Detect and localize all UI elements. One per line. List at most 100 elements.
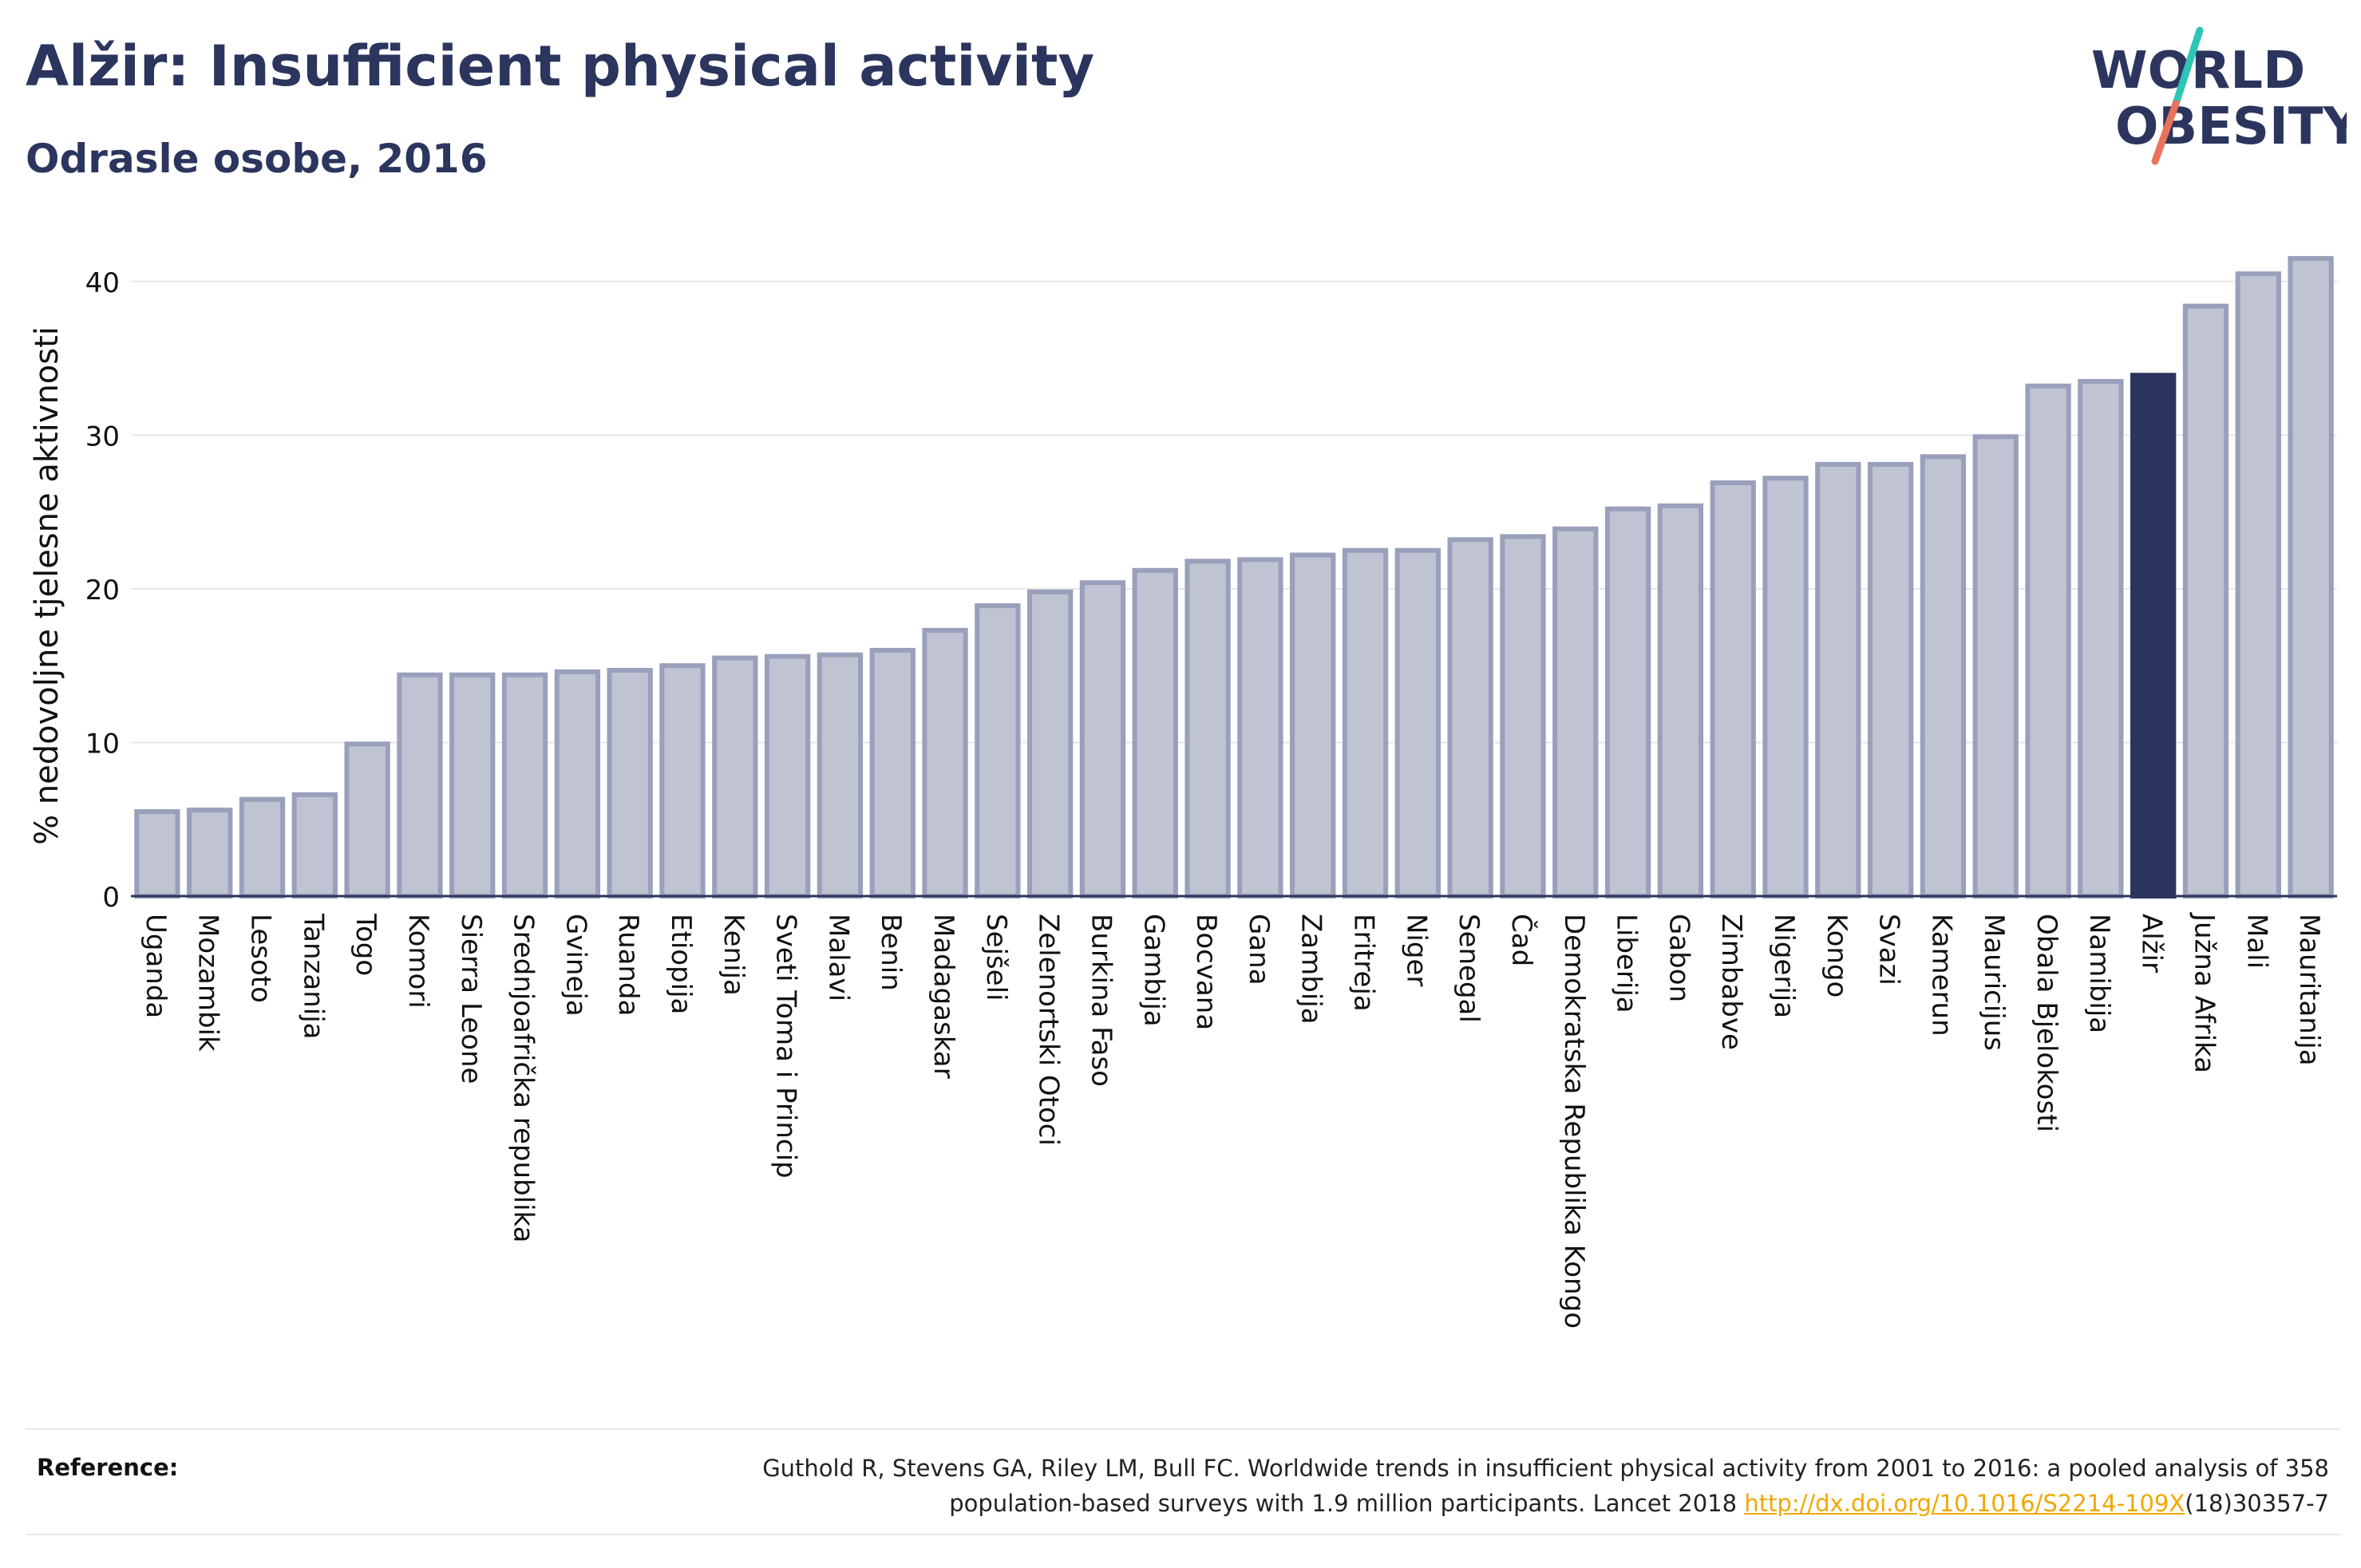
bar-komori	[397, 672, 443, 899]
bar-nigerija	[1762, 476, 1809, 899]
bar-srednjoafrička-republika	[501, 672, 548, 899]
bar-bocvana	[1184, 559, 1231, 899]
bar-svazi	[1867, 461, 1914, 899]
x-tick-label: Senegal	[1453, 914, 1485, 1023]
bar-alžir	[2130, 373, 2177, 899]
x-tick-label: Mauritanija	[2293, 914, 2325, 1066]
x-tick-label: Benin	[875, 914, 907, 991]
x-tick-label: Malavi	[822, 914, 854, 1001]
x-tick-label: Niger	[1400, 914, 1432, 986]
x-tick-label: Sveti Toma i Princip	[770, 914, 802, 1179]
bar-gvineja	[554, 669, 601, 899]
gridlines	[131, 280, 2337, 744]
bar-senegal	[1447, 537, 1493, 899]
bar-kenija	[712, 655, 758, 899]
logo-word-obesity: OBESITY	[2115, 97, 2347, 156]
y-axis-ticks: 0 10 20 30 40	[85, 267, 120, 914]
y-tick-label: 10	[85, 728, 120, 760]
x-tick-label: Alžir	[2136, 914, 2168, 973]
y-tick-label: 40	[85, 267, 120, 299]
chart-subtitle: Odrasle osobe, 2016	[26, 136, 488, 182]
x-tick-label: Bocvana	[1190, 914, 1222, 1030]
x-tick-label: Gana	[1243, 914, 1275, 985]
bar-demokratska-republika-kongo	[1552, 526, 1599, 899]
x-tick-label: Komori	[402, 914, 434, 1009]
bars	[134, 255, 2334, 899]
bar-benin	[869, 647, 916, 899]
bar-niger	[1394, 547, 1441, 899]
x-tick-label: Srednjoafrička republika	[508, 914, 540, 1242]
x-tick-label: Kongo	[1821, 914, 1853, 997]
x-tick-label: Gabon	[1663, 914, 1695, 1002]
reference-doi-link[interactable]: http://dx.doi.org/10.1016/S2214-109X	[1744, 1490, 2185, 1517]
bar-gana	[1237, 557, 1283, 899]
bar-liberija	[1604, 506, 1651, 899]
x-tick-label: Burkina Faso	[1085, 914, 1117, 1087]
reference-line-2-start: population-based surveys with 1.9 millio…	[949, 1490, 1745, 1517]
logo-slash-teal	[2172, 26, 2204, 108]
logo-word-world: WORLD	[2091, 41, 2305, 101]
y-tick-label: 20	[85, 575, 120, 606]
x-tick-label: Zimbabve	[1715, 914, 1747, 1050]
bar-uganda	[134, 809, 180, 899]
y-tick-label: 0	[102, 882, 120, 914]
x-tick-label: Madagaskar	[927, 914, 959, 1079]
bar-namibija	[2078, 378, 2124, 899]
bar-mauritanija	[2288, 255, 2334, 899]
bar-kamerun	[1920, 454, 1967, 899]
bar-kongo	[1815, 461, 1861, 899]
bar-mauricijus	[1972, 434, 2019, 899]
x-tick-label: Gvineja	[560, 914, 591, 1017]
bar-gambija	[1132, 567, 1178, 899]
chart-title: Alžir: Insufficient physical activity	[26, 34, 1095, 99]
x-tick-label: Kamerun	[1925, 914, 1957, 1037]
x-tick-label: Etiopija	[665, 914, 697, 1014]
y-axis-label: % nedovoljne tjelesne aktivnosti	[29, 326, 65, 845]
bar-togo	[344, 741, 390, 899]
x-tick-label: Lesoto	[245, 914, 277, 1003]
x-tick-label: Mozambik	[192, 914, 224, 1052]
bar-malavi	[817, 652, 864, 899]
world-obesity-logo: WORLD OBESITY	[2091, 26, 2347, 165]
x-tick-label: Liberija	[1611, 914, 1643, 1013]
x-tick-label: Mali	[2240, 914, 2272, 969]
x-tick-label: Sierra Leone	[455, 914, 487, 1084]
y-tick-label: 30	[85, 421, 120, 452]
logo-slash-coral	[2151, 100, 2180, 165]
bar-zambija	[1290, 552, 1336, 899]
bar-gabon	[1657, 503, 1704, 899]
x-tick-label: Uganda	[140, 914, 172, 1018]
bar-mozambik	[187, 808, 233, 899]
x-tick-label: Togo	[350, 913, 382, 976]
bar-eritreja	[1342, 547, 1389, 899]
bar-burkina-faso	[1079, 580, 1126, 899]
bar-etiopija	[659, 663, 706, 899]
x-tick-label: Ruanda	[612, 914, 644, 1016]
x-tick-label: Demokratska Republika Kongo	[1558, 914, 1590, 1329]
x-tick-label: Namibija	[2083, 914, 2115, 1033]
x-tick-label: Čad	[1505, 914, 1538, 966]
bar-mali	[2235, 271, 2281, 899]
x-tick-label: Obala Bjelokosti	[2031, 914, 2062, 1132]
bar-lesoto	[239, 796, 286, 899]
x-tick-label: Kenija	[718, 914, 749, 996]
bar-čad	[1500, 534, 1546, 899]
x-tick-label: Eritreja	[1348, 914, 1380, 1012]
reference-footer: Reference: Guthold R, Stevens GA, Riley …	[26, 1428, 2340, 1535]
x-tick-label: Zelenortski Otoci	[1033, 914, 1065, 1146]
bar-sejšeli	[975, 603, 1021, 899]
reference-text: Guthold R, Stevens GA, Riley LM, Bull FC…	[762, 1451, 2329, 1521]
bar-ruanda	[607, 667, 653, 899]
x-tick-label: Nigerija	[1768, 914, 1800, 1018]
bar-obala-bjelokosti	[2025, 383, 2071, 899]
reference-line-1: Guthold R, Stevens GA, Riley LM, Bull FC…	[762, 1455, 2329, 1482]
bar-južna-afrika	[2182, 303, 2229, 899]
reference-label: Reference:	[37, 1454, 179, 1481]
x-tick-label: Svazi	[1873, 914, 1905, 985]
reference-line-2-end: (18)30357-7	[2185, 1490, 2329, 1517]
x-tick-label: Gambija	[1137, 914, 1169, 1027]
bar-sierra-leone	[449, 672, 496, 899]
bar-madagaskar	[922, 627, 968, 899]
x-tick-label: Južna Afrika	[2188, 912, 2220, 1073]
